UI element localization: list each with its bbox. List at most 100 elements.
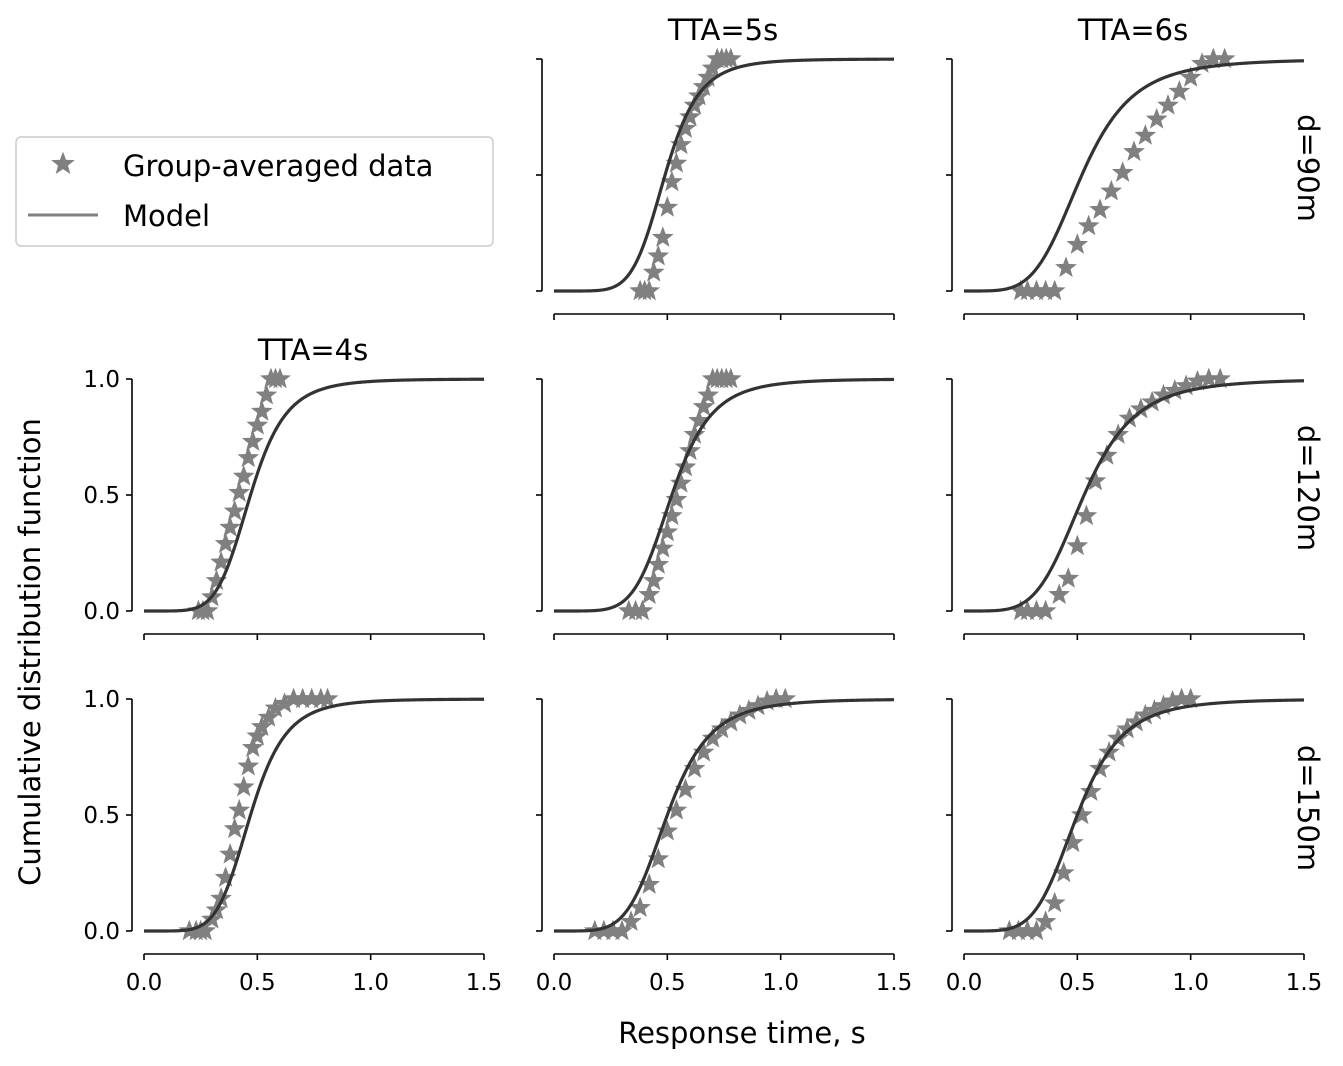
panel-d=90m-TTA=6s	[946, 47, 1305, 320]
data-point	[1034, 599, 1057, 621]
data-point	[647, 553, 670, 574]
data-point	[620, 910, 642, 931]
x-tick-label: 1.0	[762, 970, 799, 996]
data-series	[178, 687, 339, 941]
data-point	[674, 117, 697, 138]
x-axis-label: Response time, s	[618, 1016, 866, 1050]
data-point	[1057, 567, 1080, 588]
legend-frame	[15, 136, 494, 247]
data-point	[1123, 140, 1145, 162]
data-point	[697, 383, 719, 405]
data-point	[719, 367, 742, 389]
data-point	[269, 367, 291, 389]
data-point	[1075, 504, 1098, 526]
data-point	[228, 481, 251, 502]
data-point	[1066, 534, 1089, 556]
data-point	[219, 843, 241, 864]
panel-d=120m-TTA=4s: 0.0 0.5 1.0	[83, 367, 485, 640]
data-series	[629, 47, 742, 301]
legend: Group-averaged data Model	[15, 136, 494, 247]
data-point	[611, 919, 633, 941]
data-point	[241, 736, 264, 757]
data-point	[241, 430, 264, 451]
x-tick-label: 0.5	[1059, 970, 1096, 996]
data-point	[210, 550, 232, 572]
legend-star-marker	[51, 151, 75, 175]
data-point	[316, 687, 339, 709]
data-point	[1095, 444, 1118, 465]
legend-star-icon	[51, 151, 75, 175]
data-point	[629, 896, 651, 918]
data-point	[642, 261, 665, 282]
data-point	[1084, 469, 1107, 491]
data-point	[228, 798, 251, 820]
data-point	[219, 516, 241, 537]
data-point	[631, 599, 654, 621]
data-series	[1009, 367, 1231, 621]
data-point	[1157, 93, 1179, 115]
data-point	[692, 740, 715, 762]
model-curve	[964, 379, 1305, 613]
data-point	[719, 47, 742, 69]
data-point	[1179, 66, 1202, 87]
panel-d=150m-TTA=4s: 0.0 0.5 1.0 0.0 0.5 1.0 1.5	[83, 687, 502, 996]
data-point	[642, 569, 665, 591]
data-series	[583, 687, 797, 941]
row-label-d120: d=120m	[1291, 425, 1325, 551]
row-label-d150: d=150m	[1291, 745, 1325, 871]
column-title-tta5: TTA=5s	[667, 13, 778, 47]
data-point	[237, 754, 260, 776]
data-series	[1009, 47, 1236, 301]
x-tick-label: 0.0	[536, 970, 573, 996]
data-point	[1077, 214, 1100, 236]
model-curve	[554, 377, 895, 613]
data-point	[1145, 107, 1168, 129]
model-curve	[964, 59, 1305, 293]
data-point	[679, 105, 701, 127]
data-point	[255, 383, 278, 405]
x-tick-label: 1.5	[1286, 970, 1323, 996]
data-point	[638, 583, 661, 605]
data-point	[214, 532, 237, 553]
data-point	[1048, 583, 1071, 605]
data-point	[670, 471, 692, 493]
data-point	[1055, 256, 1077, 278]
data-point	[1061, 831, 1084, 853]
data-point	[232, 775, 255, 797]
data-point	[656, 196, 679, 217]
data-point	[1179, 687, 1202, 709]
data-point	[246, 413, 269, 435]
data-point	[1025, 919, 1048, 941]
y-axis-label: Cumulative distribution function	[13, 418, 47, 886]
model-curve	[554, 698, 895, 933]
column-title-tta4: TTA=4s	[257, 333, 368, 367]
data-point	[1034, 910, 1057, 931]
x-tick-label: 1.5	[466, 970, 503, 996]
x-tick-label: 0.0	[126, 970, 163, 996]
y-tick-label: 1.0	[83, 367, 120, 393]
data-point	[688, 409, 710, 431]
data-point	[1043, 279, 1066, 301]
data-point	[223, 499, 246, 521]
data-point	[1043, 891, 1066, 913]
x-tick-label: 1.5	[876, 970, 913, 996]
panels: 0.0 0.5 1.0 0.0 0.5 1.0 0.0 0.5 1.0 1.5 0.0 0.5 1.0 1…	[83, 47, 1323, 996]
data-point	[1213, 47, 1236, 69]
x-tick-label: 1.0	[1172, 970, 1209, 996]
row-labels: d=90m d=120m d=150m	[1291, 114, 1325, 871]
data-point	[1071, 803, 1093, 825]
panel-d=90m-TTA=5s	[536, 47, 895, 320]
data-series	[187, 367, 291, 621]
data-point	[1111, 161, 1134, 182]
legend-model-label: Model	[123, 199, 210, 233]
model-curve	[964, 698, 1305, 933]
panel-d=120m-TTA=6s	[946, 367, 1305, 640]
data-point	[257, 706, 280, 727]
data-point	[1089, 198, 1111, 220]
x-tick-label: 0.5	[239, 970, 276, 996]
data-point	[665, 488, 688, 509]
data-point	[237, 446, 260, 468]
legend-data-label: Group-averaged data	[123, 149, 433, 183]
data-point	[223, 817, 246, 839]
data-point	[1066, 233, 1089, 254]
